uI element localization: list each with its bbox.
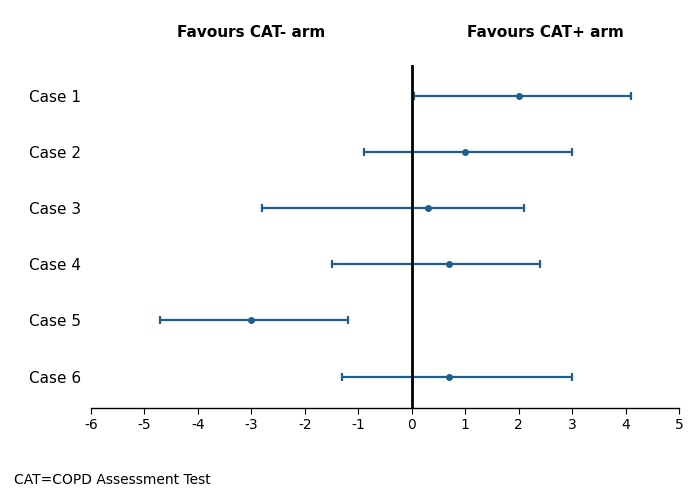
Text: CAT=COPD Assessment Test: CAT=COPD Assessment Test bbox=[14, 473, 211, 487]
Text: Favours CAT+ arm: Favours CAT+ arm bbox=[467, 25, 624, 40]
Text: Favours CAT- arm: Favours CAT- arm bbox=[177, 25, 326, 40]
